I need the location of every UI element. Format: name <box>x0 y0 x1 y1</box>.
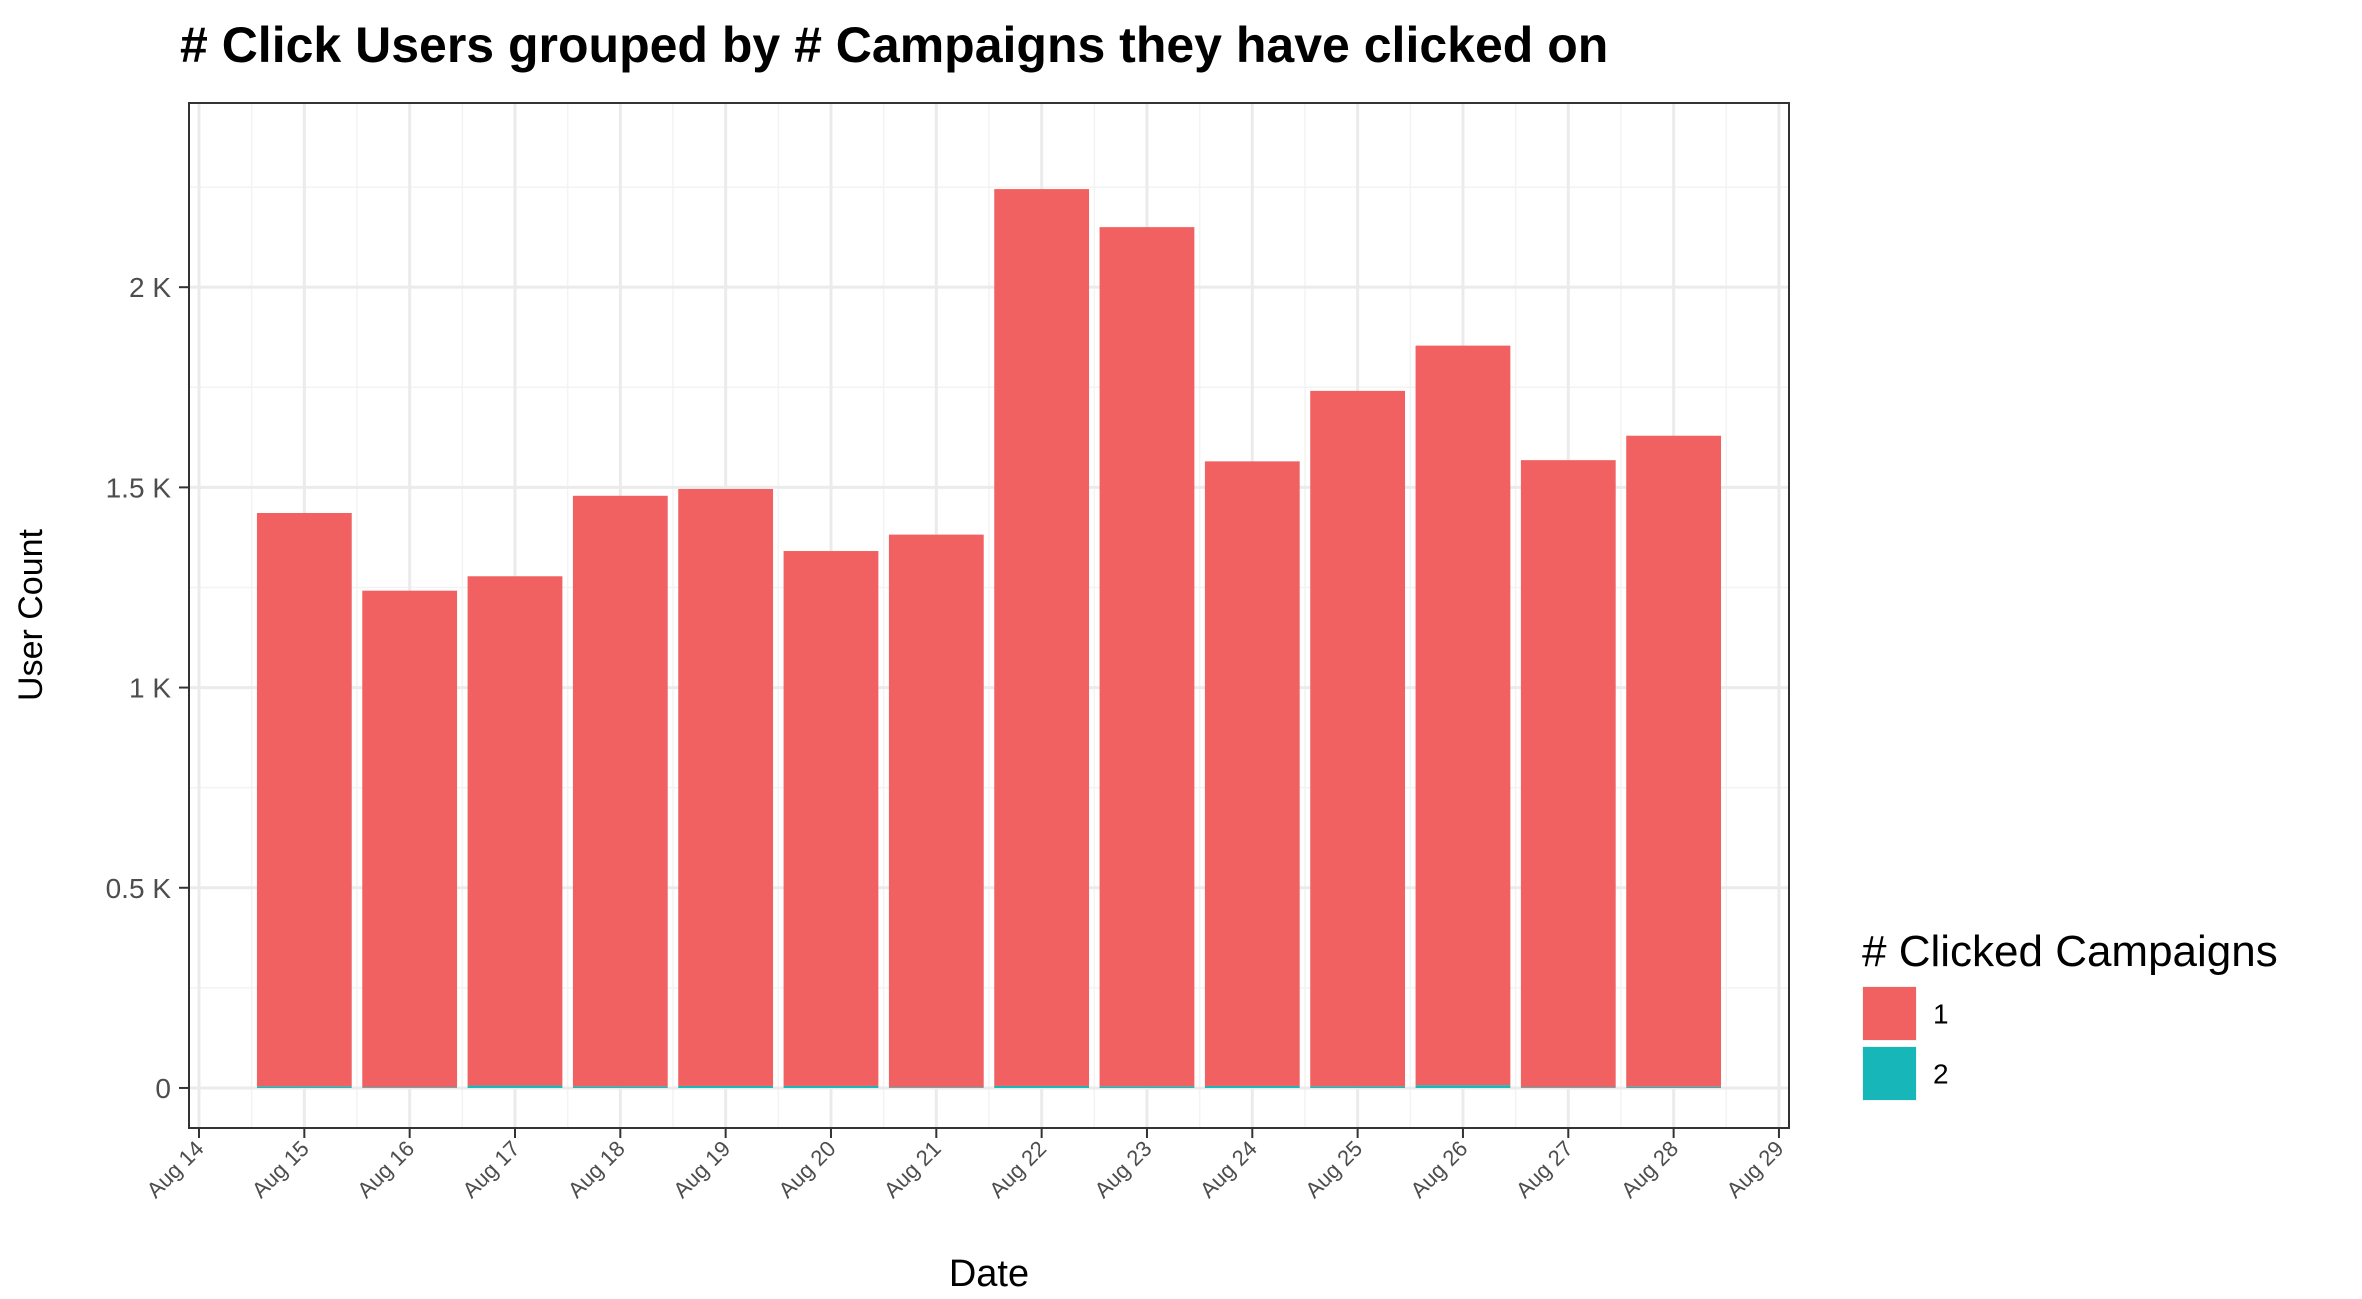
x-tick-label: Aug 23 <box>1090 1136 1157 1203</box>
x-tick-label: Aug 24 <box>1195 1136 1262 1203</box>
bar-aug-28-series-1 <box>1626 435 1722 1087</box>
legend-label-2: 2 <box>1933 1059 1949 1090</box>
legend-key-1 <box>1863 987 1916 1040</box>
bar-aug-21-series-2 <box>888 1087 984 1088</box>
bars <box>256 189 1722 1088</box>
x-tick-label: Aug 28 <box>1616 1136 1683 1203</box>
chart-title: # Click Users grouped by # Campaigns the… <box>180 17 1608 73</box>
bar-aug-18-series-2 <box>572 1086 668 1088</box>
legend-title: # Clicked Campaigns <box>1862 927 2278 976</box>
bar-aug-26-series-2 <box>1415 1085 1511 1088</box>
legend-items: 12 <box>1862 986 1949 1101</box>
y-tick-label: 0 <box>155 1073 171 1104</box>
y-tick-label: 0.5 K <box>106 873 172 904</box>
x-tick-label: Aug 26 <box>1406 1136 1473 1203</box>
bar-aug-27-series-1 <box>1520 460 1616 1088</box>
bar-aug-19-series-1 <box>678 488 774 1086</box>
x-tick-label: Aug 15 <box>247 1136 314 1203</box>
x-tick-label: Aug 19 <box>668 1136 735 1203</box>
bar-aug-19-series-2 <box>678 1085 774 1088</box>
x-tick-label: Aug 18 <box>563 1136 630 1203</box>
panel-border <box>188 102 1790 1129</box>
x-tick-label: Aug 14 <box>142 1136 209 1203</box>
bar-aug-23-series-2 <box>1099 1086 1195 1088</box>
bar-aug-22-series-2 <box>994 1085 1090 1088</box>
x-tick-label: Aug 21 <box>879 1136 946 1203</box>
bar-aug-15-series-2 <box>256 1086 352 1088</box>
legend: # Clicked Campaigns 12 <box>1862 927 2278 1101</box>
bar-aug-15-series-1 <box>256 513 352 1087</box>
x-axis: Aug 14 Aug 15 Aug 16 Aug 17 Aug 18 Aug 19 Aug … <box>142 1128 1788 1203</box>
y-tick-label: 1.5 K <box>106 472 172 503</box>
bar-aug-18-series-1 <box>572 495 668 1087</box>
x-tick-label: Aug 25 <box>1300 1136 1367 1203</box>
y-tick-label: 2 K <box>129 272 171 303</box>
bar-aug-28-series-2 <box>1626 1086 1722 1088</box>
y-axis: 0 0.5 K 1 K 1.5 K 2 K <box>106 272 189 1104</box>
bar-aug-24-series-2 <box>1204 1085 1300 1088</box>
bar-aug-20-series-2 <box>783 1085 879 1088</box>
x-tick-label: Aug 22 <box>984 1136 1051 1203</box>
bar-aug-27-series-2 <box>1520 1087 1616 1088</box>
bar-aug-25-series-2 <box>1310 1086 1406 1088</box>
x-tick-label: Aug 27 <box>1511 1136 1578 1203</box>
y-axis-title: User Count <box>12 528 50 701</box>
bar-aug-23-series-1 <box>1099 227 1195 1087</box>
x-tick-label: Aug 29 <box>1721 1136 1788 1203</box>
bar-aug-20-series-1 <box>783 551 879 1086</box>
legend-key-2 <box>1863 1047 1916 1100</box>
x-axis-title: Date <box>949 1253 1029 1295</box>
bar-aug-24-series-1 <box>1204 461 1300 1086</box>
bar-aug-22-series-1 <box>994 189 1090 1086</box>
bar-aug-16-series-1 <box>362 590 458 1088</box>
bar-aug-25-series-1 <box>1310 390 1406 1087</box>
x-tick-label: Aug 16 <box>352 1136 419 1203</box>
bar-aug-17-series-1 <box>467 576 563 1086</box>
bar-aug-26-series-1 <box>1415 345 1511 1086</box>
bar-aug-16-series-2 <box>362 1087 458 1088</box>
bar-aug-21-series-1 <box>888 534 984 1088</box>
x-tick-label: Aug 20 <box>774 1136 841 1203</box>
x-tick-label: Aug 17 <box>458 1136 525 1203</box>
legend-label-1: 1 <box>1933 999 1949 1030</box>
bar-aug-17-series-2 <box>467 1085 563 1088</box>
y-tick-label: 1 K <box>129 673 171 704</box>
